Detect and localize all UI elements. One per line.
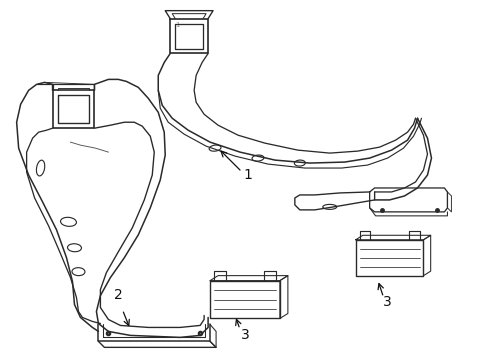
Text: 1: 1 [244, 168, 252, 182]
Text: 3: 3 [383, 294, 392, 309]
Text: 1: 1 [175, 22, 180, 28]
Text: 2: 2 [114, 288, 122, 302]
Text: 3: 3 [241, 328, 249, 342]
